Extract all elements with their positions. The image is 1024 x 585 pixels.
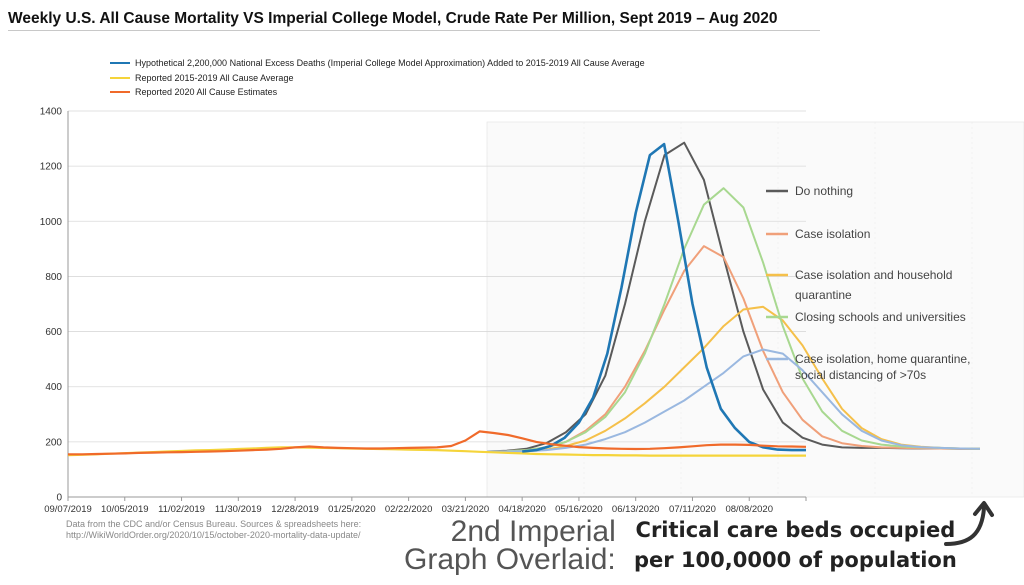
overlay-legend-label: Do nothing <box>795 184 853 198</box>
main-series-line <box>67 446 806 457</box>
x-tick-label: 12/28/2019 <box>271 504 319 515</box>
overlay-panel <box>486 121 1024 498</box>
legend-swatch-yellow <box>110 76 130 79</box>
main-series-line <box>68 430 807 456</box>
y-tick-label: 0 <box>56 493 62 504</box>
legend-swatch-orange <box>110 91 130 94</box>
main-legend: Hypothetical 2,200,000 National Excess D… <box>110 56 645 100</box>
beds-caption: Critical care beds occupied per 100,0000… <box>634 515 957 575</box>
legend-label: Reported 2015-2019 All Cause Average <box>135 72 294 83</box>
x-tick-label: 11/02/2019 <box>158 504 205 515</box>
y-tick-label: 800 <box>45 272 62 283</box>
overlay-legend-label: social distancing of >70s <box>795 368 926 382</box>
legend-item-average: Reported 2015-2019 All Cause Average <box>110 71 645 86</box>
y-tick-label: 1000 <box>40 217 63 228</box>
overlay-caption: 2nd Imperial Graph Overlaid: <box>404 515 616 576</box>
overlay-legend-label: Case isolation, home quarantine, <box>795 352 970 366</box>
x-tick-label: 07/11/2020 <box>669 504 716 515</box>
overlay-legend-label: Closing schools and universities <box>795 310 966 324</box>
legend-item-hypothetical: Hypothetical 2,200,000 National Excess D… <box>110 56 645 71</box>
y-tick-label: 600 <box>45 327 62 338</box>
y-tick-label: 200 <box>45 437 62 448</box>
legend-label: Reported 2020 All Cause Estimates <box>135 87 278 97</box>
beds-caption-line-1: Critical care beds occupied <box>635 518 956 542</box>
overlay-series-line <box>487 348 981 453</box>
overlay-caption-line-2: Graph Overlaid: <box>404 543 616 576</box>
legend-label: Hypothetical 2,200,000 National Excess D… <box>135 58 645 68</box>
overlay-series-line <box>486 187 981 453</box>
y-tick-label: 400 <box>45 382 62 393</box>
curved-arrow-up-icon <box>944 501 994 546</box>
overlay-caption-line-1: 2nd Imperial <box>450 515 616 548</box>
x-tick-label: 03/21/2020 <box>442 504 490 515</box>
legend-swatch-blue <box>110 62 130 65</box>
x-tick-label: 08/08/2020 <box>725 504 773 515</box>
x-tick-label: 05/16/2020 <box>555 504 603 515</box>
y-tick-label: 1200 <box>40 162 63 173</box>
x-tick-label: 01/25/2020 <box>328 504 376 515</box>
overlay-legend-label: quarantine <box>795 288 852 302</box>
x-tick-label: 06/13/2020 <box>612 504 660 515</box>
y-tick-label: 1400 <box>40 107 63 118</box>
overlay-legend-label: Case isolation and household <box>795 268 952 282</box>
source-note: Data from the CDC and/or Census Bureau. … <box>66 519 361 541</box>
x-tick-label: 02/22/2020 <box>385 504 433 515</box>
x-tick-label: 11/30/2019 <box>215 504 262 515</box>
chart-title: Weekly U.S. All Cause Mortality VS Imper… <box>8 10 778 27</box>
x-tick-label: 04/18/2020 <box>498 504 546 515</box>
x-tick-label: 09/07/2019 <box>44 504 92 515</box>
title-divider <box>8 30 820 31</box>
beds-caption-line-2: per 100,0000 of population <box>634 548 957 572</box>
source-url: http://WikiWorldOrder.org/2020/10/15/oct… <box>66 530 361 540</box>
overlay-legend-label: Case isolation <box>795 227 870 241</box>
legend-item-2020: Reported 2020 All Cause Estimates <box>110 85 645 100</box>
source-line-1: Data from the CDC and/or Census Bureau. … <box>66 519 362 529</box>
x-tick-label: 10/05/2019 <box>101 504 149 515</box>
